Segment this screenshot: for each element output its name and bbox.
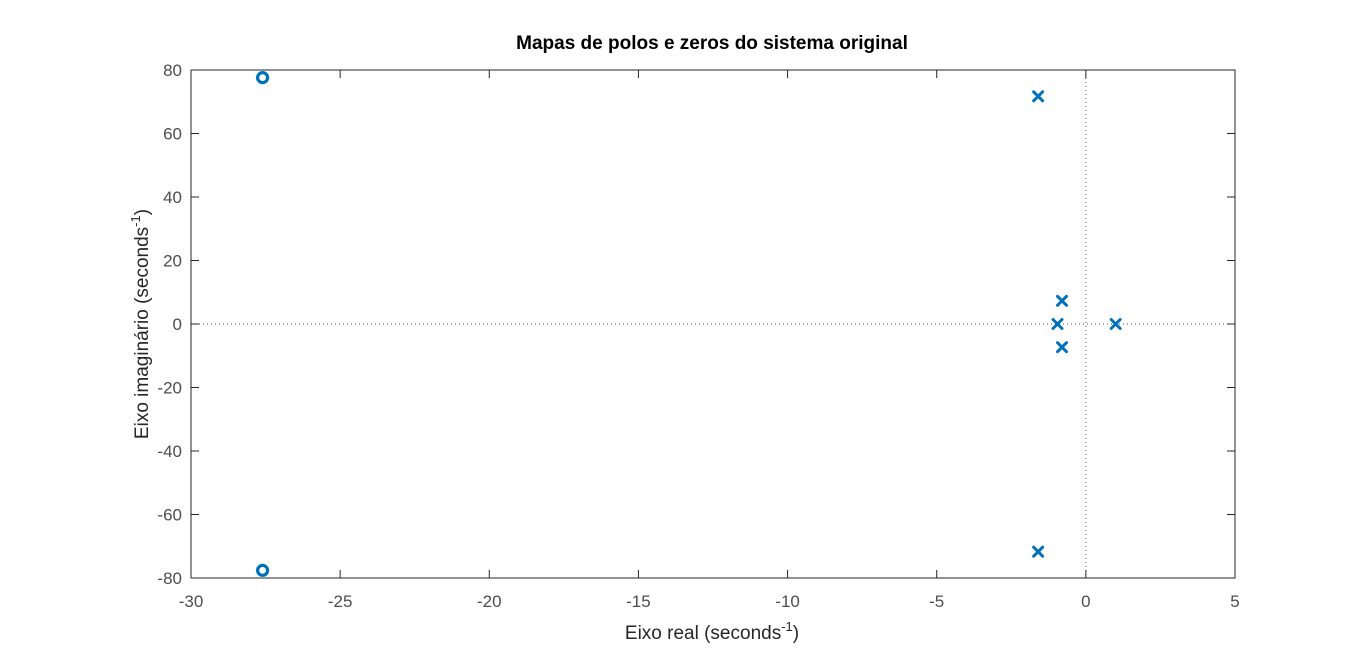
x-tick-label: -5 <box>929 592 944 611</box>
x-tick-label: -15 <box>626 592 651 611</box>
x-tick-label: -30 <box>179 592 204 611</box>
y-tick-label: -80 <box>157 569 182 588</box>
x-tick-label: 5 <box>1230 592 1239 611</box>
x-axis-label: Eixo real (seconds-1) <box>625 619 799 644</box>
zero-marker <box>255 71 270 85</box>
pole-marker <box>1032 90 1045 103</box>
y-tick-label: 20 <box>163 252 182 271</box>
x-tick-label: 0 <box>1081 592 1090 611</box>
pole-marker <box>1051 318 1064 330</box>
y-tick-label: 0 <box>173 315 182 334</box>
y-tick-label: 60 <box>163 125 182 144</box>
y-tick-label: 40 <box>163 188 182 207</box>
y-tick-label: -20 <box>157 379 182 398</box>
zero-marker <box>255 563 270 577</box>
pole-marker <box>1032 545 1045 558</box>
y-tick-label: -40 <box>157 442 182 461</box>
pole-marker <box>1055 341 1068 354</box>
x-tick-label: -20 <box>477 592 502 611</box>
pole-marker <box>1109 318 1122 330</box>
pole-marker <box>1055 294 1068 307</box>
y-axis-label: Eixo imaginário (seconds-1) <box>128 209 153 439</box>
x-tick-label: -10 <box>775 592 800 611</box>
plot-area: -30 -25 -20 -15 -10 -5 0 5 -80 -60 -40 -20 0 20 40 60 80 <box>157 61 1239 611</box>
y-tick-label: 80 <box>163 61 182 80</box>
y-tick-label: -60 <box>157 506 182 525</box>
x-tick-label: -25 <box>328 592 353 611</box>
chart-title: Mapas de polos e zeros do sistema origin… <box>516 33 908 54</box>
